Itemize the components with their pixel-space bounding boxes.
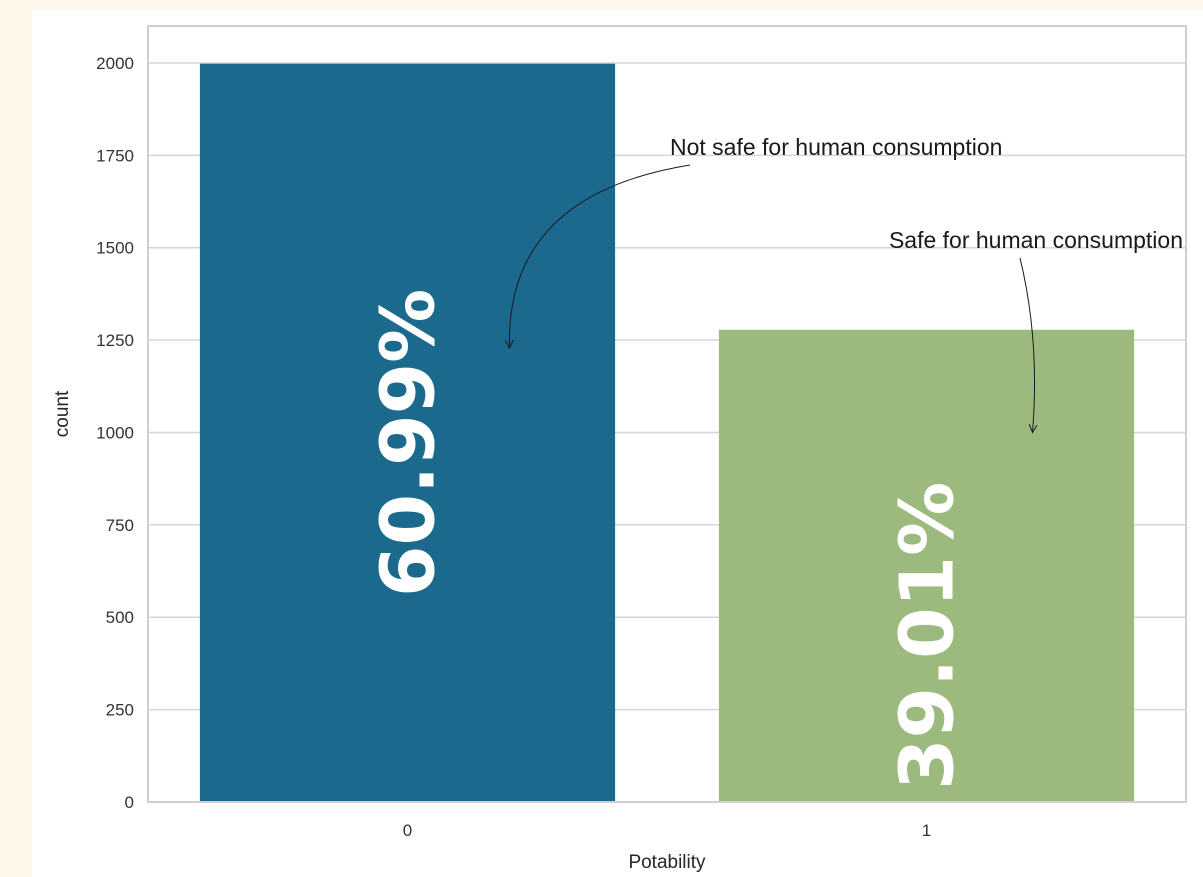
- annotation-text: Safe for human consumption: [889, 227, 1183, 253]
- y-tick-label: 2000: [96, 54, 134, 73]
- bar-percent-label: 60.99%: [366, 289, 452, 597]
- annotation-arrow: [1019, 257, 1035, 432]
- y-tick-label: 1000: [96, 423, 134, 442]
- y-tick-label: 1750: [96, 146, 134, 165]
- bar-0: [199, 63, 616, 803]
- y-tick-label: 0: [125, 793, 134, 812]
- bar-percent-label: 39.01%: [885, 482, 971, 790]
- y-tick-label: 250: [106, 701, 134, 720]
- y-tick-label: 750: [106, 516, 134, 535]
- y-tick-label: 1500: [96, 239, 134, 258]
- annotation-arrow: [509, 164, 691, 348]
- y-tick-label: 1250: [96, 331, 134, 350]
- plot-frame: [147, 25, 1187, 803]
- y-tick-label: 500: [106, 608, 134, 627]
- x-tick-label: 1: [922, 821, 931, 840]
- annotation-text: Not safe for human consumption: [670, 134, 1002, 160]
- x-tick-label: 0: [403, 821, 412, 840]
- bar-1: [718, 329, 1135, 802]
- y-axis-label: count: [52, 390, 73, 437]
- x-axis-label: Potability: [628, 852, 706, 873]
